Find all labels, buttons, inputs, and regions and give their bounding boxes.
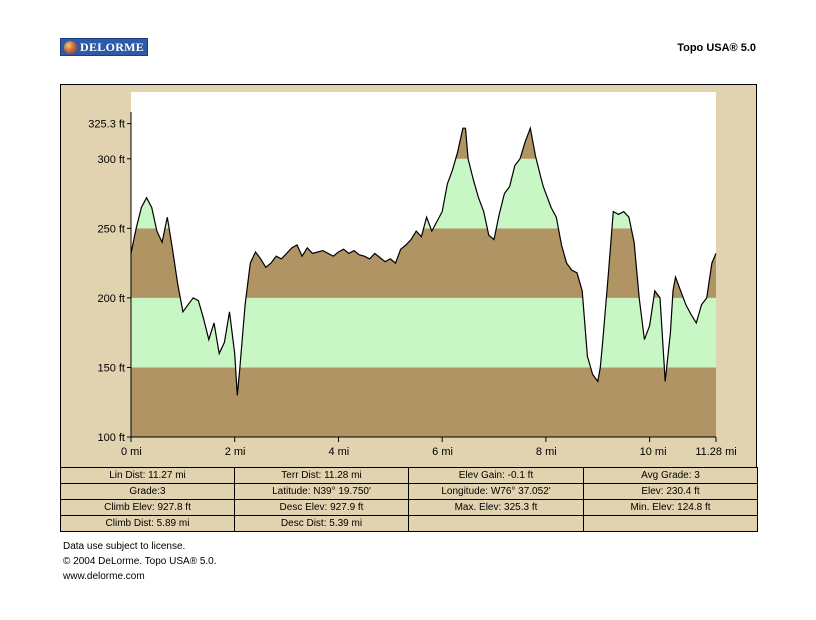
x-tick-label: 8 mi: [536, 446, 557, 458]
stats-row: Climb Dist: 5.89 mi Desc Dist: 5.39 mi: [60, 515, 758, 532]
stats-row: Lin Dist: 11.27 mi Terr Dist: 11.28 mi E…: [60, 467, 758, 484]
x-tick-label: 0 mi: [121, 446, 142, 458]
globe-icon: [64, 40, 77, 54]
elevation-band: [131, 367, 716, 437]
delorme-logo: DELORME: [60, 38, 148, 56]
stat-cell: Terr Dist: 11.28 mi: [234, 467, 409, 484]
stat-cell: Latitude: N39° 19.750': [234, 483, 409, 500]
product-title: Topo USA® 5.0: [677, 42, 756, 54]
stat-cell: Elev: 230.4 ft: [583, 483, 758, 500]
chart-panel: 100 ft 150 ft 200 ft 250 ft 300 ft 325.3 ft 0 …: [60, 84, 757, 468]
x-tick-label: 4 mi: [328, 446, 349, 458]
stats-row: Grade:3 Latitude: N39° 19.750' Longitude…: [60, 483, 758, 500]
copyright-note: © 2004 DeLorme. Topo USA® 5.0.: [63, 556, 217, 567]
stat-cell: Max. Elev: 325.3 ft: [408, 499, 584, 516]
stat-cell: Climb Elev: 927.8 ft: [60, 499, 235, 516]
stats-row: Climb Elev: 927.8 ft Desc Elev: 927.9 ft…: [60, 499, 758, 516]
stat-cell: Lin Dist: 11.27 mi: [60, 467, 235, 484]
elevation-line: [130, 125, 717, 396]
stat-cell: Min. Elev: 124.8 ft: [583, 499, 758, 516]
stat-cell: Avg Grade: 3: [583, 467, 758, 484]
x-tick-label: 11.28 mi: [695, 446, 736, 458]
stat-cell: [408, 515, 584, 532]
license-note: Data use subject to license.: [63, 541, 186, 552]
stat-cell: Elev Gain: -0.1 ft: [408, 467, 584, 484]
footer: Data use subject to license. © 2004 DeLo…: [63, 539, 217, 584]
y-tick-label: 100 ft: [97, 432, 125, 444]
x-tick-label: 6 mi: [432, 446, 453, 458]
y-tick-label: 300 ft: [97, 154, 125, 166]
elevation-profile-chart: 100 ft 150 ft 200 ft 250 ft 300 ft 325.3 ft 0 …: [88, 92, 737, 458]
y-tick-label: 325.3 ft: [88, 119, 125, 131]
stat-cell: Desc Dist: 5.39 mi: [234, 515, 409, 532]
profile-stats-table: Lin Dist: 11.27 mi Terr Dist: 11.28 mi E…: [60, 467, 758, 532]
stat-cell: Longitude: W76° 37.052': [408, 483, 584, 500]
x-tick-label: 10 mi: [640, 446, 667, 458]
stat-cell: Grade:3: [60, 483, 235, 500]
y-tick-label: 250 ft: [97, 223, 125, 235]
x-tick-label: 2 mi: [225, 446, 246, 458]
stat-cell: Desc Elev: 927.9 ft: [234, 499, 409, 516]
stat-cell: [583, 515, 758, 532]
stat-cell: Climb Dist: 5.89 mi: [60, 515, 235, 532]
brand-name: DELORME: [80, 39, 145, 54]
website-link[interactable]: www.delorme.com: [63, 571, 145, 582]
y-tick-label: 200 ft: [97, 293, 125, 305]
y-tick-label: 150 ft: [97, 362, 125, 374]
